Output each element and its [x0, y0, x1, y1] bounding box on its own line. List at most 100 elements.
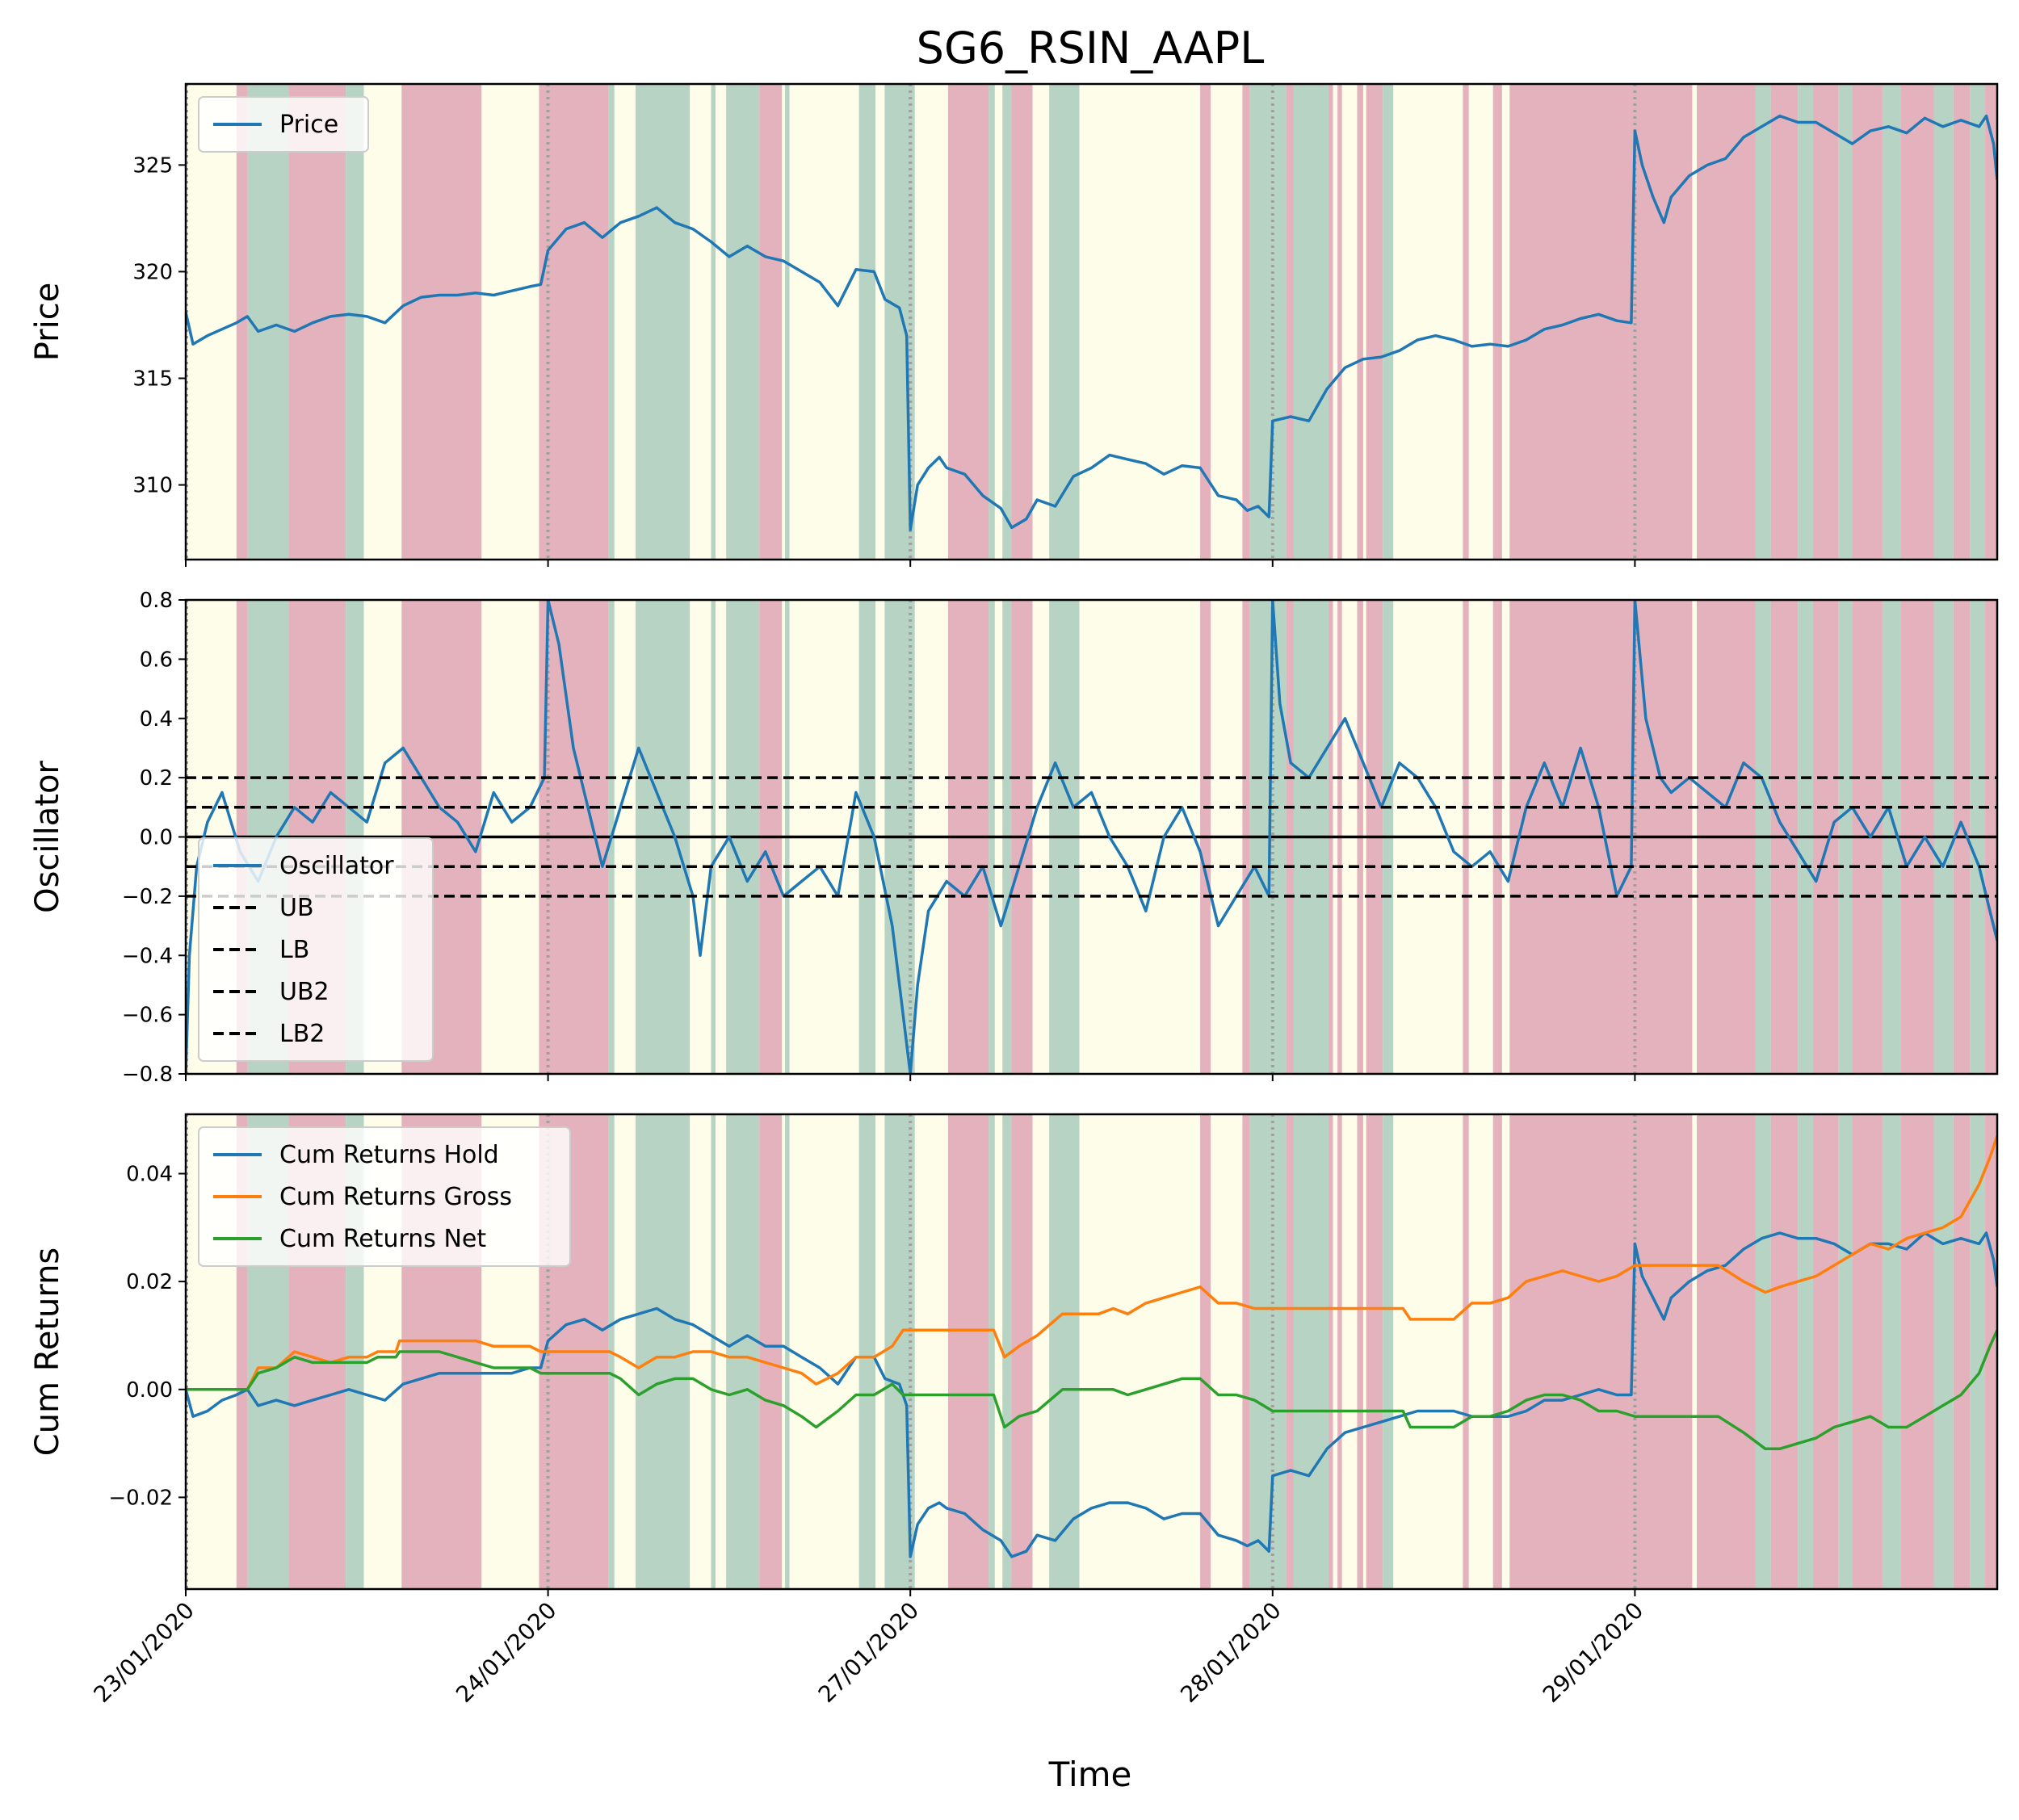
y-tick-label: 0.00	[126, 1378, 173, 1403]
regime-band-neutral	[614, 84, 636, 560]
regime-band-neutral	[1393, 84, 1463, 560]
regime-band-short	[1492, 84, 1502, 560]
y-tick-label: 310	[132, 474, 173, 498]
regime-band-long	[858, 1114, 876, 1589]
regime-band-short	[1900, 84, 1934, 560]
series-group-0	[186, 114, 1997, 531]
series-line-cum-returns-gross	[186, 1135, 1997, 1391]
regime-band-long	[1002, 84, 1012, 560]
regime-band-short	[759, 84, 783, 560]
regime-band-neutral	[1091, 1114, 1201, 1589]
regime-band-short	[1770, 1114, 1799, 1589]
regime-band-short	[1953, 84, 1971, 560]
regime-band-short	[1357, 84, 1363, 560]
regime-band-short	[1366, 1114, 1383, 1589]
regime-band-long	[1755, 84, 1771, 560]
regime-band-short	[1337, 1114, 1342, 1589]
regime-band-short	[1985, 1114, 1997, 1589]
regime-band-short	[1852, 84, 1883, 560]
regime-band-long	[247, 84, 289, 560]
regime-band-short	[1366, 84, 1383, 560]
y-tick-label: 0.02	[126, 1270, 173, 1294]
regime-band-short	[1492, 1114, 1502, 1589]
regime-band-neutral	[1341, 1114, 1358, 1589]
regime-band-short	[1812, 84, 1839, 560]
regime-band-neutral	[914, 1114, 948, 1589]
legend-box	[198, 837, 434, 1062]
regime-band-long	[608, 84, 615, 560]
axes-frame	[184, 82, 1999, 561]
regime-band-short	[1900, 1114, 1934, 1589]
regime-band-long	[636, 84, 690, 560]
panel-1: −0.8 −0.6 −0.4 −0.2 0.0 0.2 0.4 0.6 0.8 Oscillato…	[29, 589, 1999, 1087]
regime-band-long	[1049, 84, 1080, 560]
regime-band-long	[1798, 1114, 1813, 1589]
regime-band-long	[726, 84, 760, 560]
regime-band-short	[1286, 1114, 1294, 1589]
regime-band-short	[1200, 84, 1211, 560]
regime-band-short	[1463, 1114, 1469, 1589]
regime-band-long	[1383, 1114, 1394, 1589]
regime-band-long	[346, 84, 364, 560]
regime-band-short	[1242, 84, 1250, 560]
regime-band-long	[1933, 1114, 1954, 1589]
regime-band-short	[1812, 1114, 1839, 1589]
regime-band-neutral	[1091, 84, 1201, 560]
y-tick-label: 0.8	[140, 589, 173, 613]
legend-label: UB	[279, 894, 314, 922]
regime-band-neutral	[875, 84, 885, 560]
regime-band-short	[1463, 84, 1469, 560]
regime-band-short	[1697, 1114, 1756, 1589]
regime-band-neutral	[789, 1114, 859, 1589]
regime-band-short	[1011, 1114, 1033, 1589]
regime-band-neutral	[716, 84, 727, 560]
x-axis-label: Time	[1048, 1755, 1132, 1794]
regime-band-long	[1970, 1114, 1986, 1589]
y-tick-label: −0.02	[108, 1486, 173, 1510]
regime-band-neutral	[1032, 1114, 1050, 1589]
regime-band-long	[989, 1114, 995, 1589]
legend-2: Cum Returns Hold Cum Returns Gross Cum Ret…	[198, 1126, 571, 1267]
regime-band-neutral	[1333, 1114, 1338, 1589]
regime-band-neutral	[875, 1114, 885, 1589]
legend-label: Cum Returns Gross	[279, 1183, 512, 1211]
regime-band-short	[1770, 84, 1799, 560]
y-tick-label: 0.6	[140, 648, 173, 672]
series-group-2	[186, 1135, 1997, 1558]
y-axis-label: Price	[29, 283, 66, 362]
regime-band-neutral	[690, 84, 711, 560]
regime-band-long	[989, 84, 995, 560]
regime-band-long	[1002, 1114, 1012, 1589]
legend-box	[198, 1126, 571, 1267]
y-tick-label: 315	[132, 367, 173, 391]
regime-bands-0	[186, 84, 1997, 560]
regime-band-neutral	[1501, 84, 1510, 560]
regime-band-neutral	[1211, 84, 1243, 560]
regime-band-long	[1293, 1114, 1329, 1589]
series-line-oscillator	[186, 600, 1997, 1074]
legend-label: UB2	[279, 978, 330, 1006]
y-tick-label: 0.2	[140, 766, 173, 790]
y-tick-label: 320	[132, 260, 173, 284]
regime-band-long	[1882, 84, 1901, 560]
regime-band-short	[1953, 1114, 1971, 1589]
regime-band-neutral	[186, 84, 237, 560]
y-tick-label: −0.2	[122, 885, 173, 909]
series-line-cum-returns-net	[186, 1329, 1997, 1451]
regime-band-long	[726, 1114, 760, 1589]
regime-band-neutral	[782, 84, 786, 560]
regime-band-short	[1697, 84, 1756, 560]
regime-band-neutral	[1362, 84, 1366, 560]
regime-band-neutral	[1362, 1114, 1366, 1589]
legend-label: LB	[279, 936, 309, 964]
regime-band-long	[636, 1114, 690, 1589]
regime-band-neutral	[1692, 1114, 1698, 1589]
regime-band-short	[1985, 84, 1997, 560]
regime-band-long	[1882, 1114, 1901, 1589]
regime-band-long	[711, 84, 716, 560]
regime-band-long	[785, 1114, 790, 1589]
regime-band-short	[1357, 1114, 1363, 1589]
y-tick-label: 0.4	[140, 707, 173, 732]
